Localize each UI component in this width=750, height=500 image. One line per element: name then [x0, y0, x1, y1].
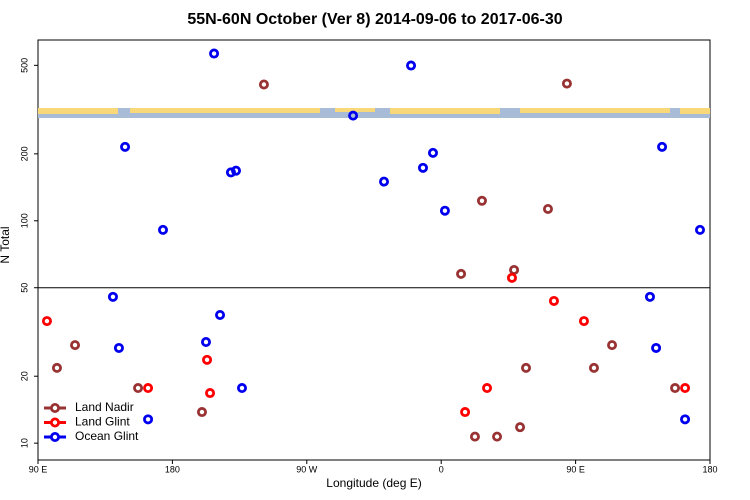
legend-label: Land Nadir [75, 400, 134, 414]
point [231, 165, 242, 176]
point [469, 431, 480, 442]
point [651, 342, 662, 353]
point [417, 162, 428, 173]
point [225, 167, 236, 178]
y-tick-label: 20 [19, 371, 29, 381]
chart-title: 55N-60N October (Ver 8) 2014-09-06 to 20… [187, 11, 562, 28]
point [200, 337, 211, 348]
point [70, 340, 81, 351]
map-strip [38, 108, 710, 118]
y-tick-label: 500 [19, 58, 29, 73]
legend-label: Land Glint [75, 415, 130, 429]
point [427, 147, 438, 158]
point [406, 60, 417, 71]
point [476, 195, 487, 206]
legend-marker [50, 417, 61, 428]
point [588, 362, 599, 373]
point [492, 431, 503, 442]
point [215, 309, 226, 320]
point [578, 316, 589, 327]
legend-marker [50, 402, 61, 413]
point [542, 203, 553, 214]
point [258, 79, 269, 90]
point [460, 407, 471, 418]
point [439, 205, 450, 216]
point [515, 422, 526, 433]
point [143, 414, 154, 425]
point [456, 268, 467, 279]
point [41, 316, 52, 327]
y-tick-label: 200 [19, 146, 29, 161]
point [196, 407, 207, 418]
x-tick-label: 90 E [566, 464, 585, 474]
point [113, 342, 124, 353]
point [644, 291, 655, 302]
y-tick-label: 10 [19, 438, 29, 448]
legend-marker [50, 431, 61, 442]
point [548, 295, 559, 306]
point [506, 272, 517, 283]
point [482, 383, 493, 394]
point [657, 141, 668, 152]
point [133, 383, 144, 394]
point [680, 414, 691, 425]
y-axis-label: N Total [0, 226, 12, 263]
y-tick-label: 100 [19, 213, 29, 228]
x-tick-label: 90 E [29, 464, 48, 474]
point [209, 48, 220, 59]
point [670, 383, 681, 394]
x-axis-label: Longitude (deg E) [326, 476, 421, 490]
point [379, 176, 390, 187]
point [607, 340, 618, 351]
x-tick-label: 0 [439, 464, 444, 474]
point [348, 110, 359, 121]
point [143, 383, 154, 394]
x-tick-label: 90 W [296, 464, 318, 474]
legend-label: Ocean Glint [75, 429, 139, 443]
point [51, 362, 62, 373]
point [157, 224, 168, 235]
point [694, 224, 705, 235]
point [120, 141, 131, 152]
point [107, 291, 118, 302]
plot-frame [37, 39, 711, 461]
point [521, 362, 532, 373]
point [680, 383, 691, 394]
point [202, 354, 213, 365]
x-tick-label: 180 [165, 464, 180, 474]
point [236, 383, 247, 394]
point [561, 78, 572, 89]
point [205, 388, 216, 399]
x-tick-label: 180 [702, 464, 717, 474]
y-tick-label: 50 [19, 283, 29, 293]
